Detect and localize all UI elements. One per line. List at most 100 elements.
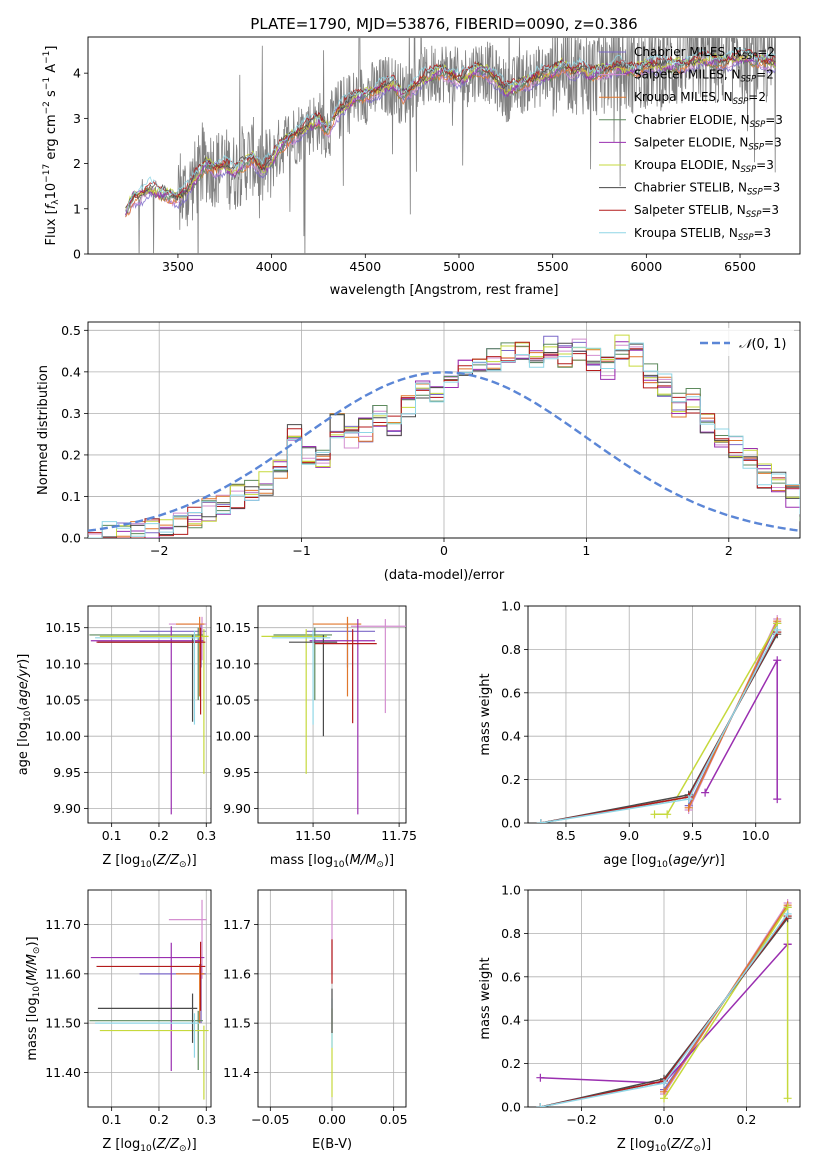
figure-title: PLATE=1790, MJD=53876, FIBERID=0090, z=0… xyxy=(250,15,637,33)
x-tick-label: −1 xyxy=(292,543,310,558)
series-marker xyxy=(663,810,672,819)
y-tick-label: 0.8 xyxy=(501,926,521,941)
x-tick-label: 11.75 xyxy=(381,828,417,843)
axis-frame xyxy=(87,889,212,1108)
x-axis-label: (data-model)/error xyxy=(384,568,505,583)
y-tick-label: 11.4 xyxy=(223,1065,251,1080)
series-marker xyxy=(536,1073,545,1082)
y-tick-label: 0 xyxy=(73,247,81,262)
y-tick-label: 0.4 xyxy=(61,364,81,379)
mass_weight_vs_Z-axes: −0.2 0.0 0.2 0.0 0.2 0.4 0.6 0.8 1.0 xyxy=(501,883,801,1127)
model-spectrum-line xyxy=(125,47,776,212)
y-tick-label: 4 xyxy=(73,66,81,81)
y-axis-label: mass weight xyxy=(478,957,493,1039)
age_vs_Z-points xyxy=(89,616,209,815)
x-tick-label: 0.2 xyxy=(736,1112,756,1127)
legend-entry: Chabrier STELIB, NSSP=3 xyxy=(634,181,780,198)
series-line xyxy=(540,633,778,823)
x-tick-label: 0.3 xyxy=(196,828,216,843)
x-tick-label: 9.5 xyxy=(683,828,703,843)
legend-entry: Chabrier ELODIE, NSSP=3 xyxy=(634,113,783,130)
x-axis-label: wavelength [Angstrom, rest frame] xyxy=(330,283,559,298)
y-axis-label: mass weight xyxy=(478,673,493,755)
residual-legend: 𝒩(0, 1) xyxy=(690,328,794,356)
x-tick-label: 5500 xyxy=(537,259,569,274)
y-tick-label: 0.3 xyxy=(61,406,81,421)
x-tick-label: 0.05 xyxy=(380,1112,408,1127)
series-marker xyxy=(773,656,782,665)
legend-entry: Kroupa ELODIE, NSSP=3 xyxy=(634,158,774,175)
y-tick-label: 11.7 xyxy=(223,917,251,932)
spectrum-legend: Chabrier MILES, NSSP=2 Salpeter MILES, NS… xyxy=(599,45,783,243)
y-tick-label: 10.15 xyxy=(45,620,81,635)
series-marker xyxy=(536,819,545,823)
y-tick-label: 10.10 xyxy=(215,656,251,671)
legend-entry: Salpeter MILES, NSSP=2 xyxy=(634,68,774,85)
y-tick-label: 10.05 xyxy=(45,693,81,708)
x-tick-label: 4500 xyxy=(349,259,381,274)
x-tick-label: 5000 xyxy=(443,259,475,274)
axis-frame xyxy=(87,321,801,539)
y-axis-label: Flux [fλ10−17 erg cm−2 s−1 A−1] xyxy=(42,46,61,246)
y-tick-label: 9.90 xyxy=(53,801,81,816)
mass_weight_vs_Z-lines xyxy=(536,899,792,1107)
y-tick-label: 1 xyxy=(73,201,81,216)
y-tick-label: 0.1 xyxy=(61,489,81,504)
y-tick-label: 10.15 xyxy=(215,620,251,635)
y-tick-label: 0.8 xyxy=(501,642,521,657)
mass_vs_Z-points xyxy=(89,899,209,1100)
legend-entry: Kroupa MILES, NSSP=2 xyxy=(634,90,766,107)
series-marker xyxy=(650,810,659,819)
legend-entry: Salpeter STELIB, NSSP=3 xyxy=(634,203,779,220)
histogram-series xyxy=(88,341,800,538)
axis-frame xyxy=(527,605,801,824)
y-tick-label: 1.0 xyxy=(501,883,521,898)
y-tick-label: 2 xyxy=(73,156,81,171)
y-axis-label: Normed distribution xyxy=(36,365,51,495)
axis-frame xyxy=(257,605,407,824)
spectrum-axes: 3500 4000 4500 5000 5500 6000 6500 0 1 2 3 4 xyxy=(73,36,801,274)
series-marker xyxy=(773,795,782,804)
spectrum-plot xyxy=(125,37,776,254)
series-marker xyxy=(536,1103,545,1107)
residuals-axes: −2 −1 0 1 2 0.0 0.1 0.2 0.3 0.4 0.5 xyxy=(61,321,801,558)
y-tick-label: 11.6 xyxy=(223,966,251,981)
y-axis-label: age [log10(age/yr)] xyxy=(16,654,33,776)
y-tick-label: 11.40 xyxy=(45,1065,81,1080)
histogram-series xyxy=(88,342,800,538)
age_vs_mass-points xyxy=(261,616,406,815)
y-tick-label: 0.0 xyxy=(501,1100,521,1115)
y-tick-label: 0.2 xyxy=(61,447,81,462)
series-line xyxy=(654,623,778,816)
series-marker xyxy=(684,795,693,804)
x-tick-label: 9.0 xyxy=(619,828,639,843)
series-marker xyxy=(660,1094,668,1103)
y-tick-label: 11.70 xyxy=(45,917,81,932)
y-tick-label: 11.50 xyxy=(45,1016,81,1031)
x-tick-label: 0.2 xyxy=(149,1112,169,1127)
x-tick-label: 3500 xyxy=(162,259,194,274)
x-tick-label: 0.3 xyxy=(196,1112,216,1127)
x-tick-label: 0.00 xyxy=(318,1112,346,1127)
histogram-plot xyxy=(88,334,800,538)
y-tick-label: 1.0 xyxy=(501,599,521,614)
age_vs_mass-axes: 11.50 11.75 9.90 9.95 10.00 10.05 10.10 10.15 xyxy=(215,605,417,843)
series-marker xyxy=(684,803,693,812)
legend-entry: Chabrier MILES, NSSP=2 xyxy=(634,45,775,62)
y-tick-label: 0.6 xyxy=(501,685,521,700)
series-marker xyxy=(783,909,792,918)
y-tick-label: 11.60 xyxy=(45,966,81,981)
mass_vs_Z-axes: 0.1 0.2 0.3 11.40 11.50 11.60 11.70 xyxy=(45,889,216,1127)
series-marker xyxy=(783,1094,792,1103)
x-tick-label: 0.2 xyxy=(149,828,169,843)
x-tick-label: −2 xyxy=(150,543,168,558)
y-tick-label: 0.0 xyxy=(61,531,81,546)
y-tick-label: 11.5 xyxy=(223,1016,251,1031)
series-line xyxy=(540,631,778,823)
mass_weight_vs_age-lines xyxy=(536,615,782,823)
x-tick-label: −0.05 xyxy=(251,1112,289,1127)
x-tick-label: 0.0 xyxy=(654,1112,674,1127)
y-tick-label: 10.00 xyxy=(45,729,81,744)
x-tick-label: 6000 xyxy=(630,259,662,274)
x-tick-label: 0 xyxy=(440,543,448,558)
